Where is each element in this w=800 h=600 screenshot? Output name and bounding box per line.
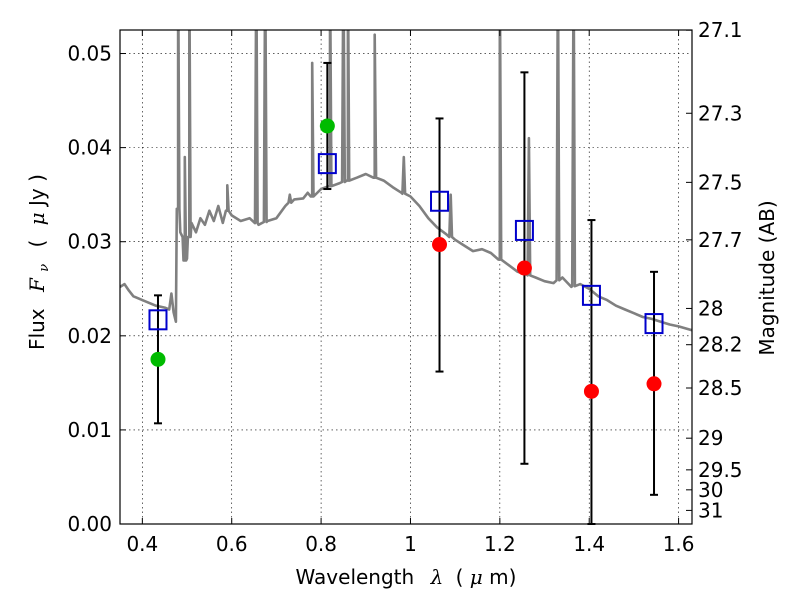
y-tick-label: 0.00 bbox=[67, 512, 112, 536]
x-axis-title-symbol: λ bbox=[430, 565, 444, 589]
x-tick-label: 1.6 bbox=[663, 532, 695, 556]
mag-tick-label: 27.3 bbox=[698, 101, 743, 125]
y-axis-title-symbol: F bbox=[25, 277, 49, 293]
data-point bbox=[646, 376, 662, 392]
mag-tick-label: 27.7 bbox=[698, 228, 743, 252]
model-photometry-square bbox=[148, 309, 168, 331]
x-tick-label: 0.4 bbox=[126, 532, 158, 556]
data-point bbox=[319, 118, 335, 134]
model-photometry-square bbox=[317, 153, 337, 175]
model-photometry-square bbox=[581, 284, 601, 306]
y-tick-label: 0.05 bbox=[67, 42, 112, 66]
y-axis-title-unit-rest: Jy ) bbox=[25, 174, 49, 208]
marker-layer bbox=[148, 118, 664, 399]
mag-tick-label: 29.5 bbox=[698, 458, 743, 482]
plot-frame bbox=[119, 29, 693, 525]
mag-tick-label: 27.1 bbox=[698, 18, 743, 42]
model-photometry-square bbox=[514, 219, 534, 241]
y-axis-title-text: Flux bbox=[25, 308, 49, 350]
data-point bbox=[150, 351, 166, 367]
mag-tick-label: 31 bbox=[698, 498, 723, 522]
grid bbox=[120, 30, 692, 525]
y-tick-label: 0.02 bbox=[67, 324, 112, 348]
x-tick-label: 0.6 bbox=[216, 532, 248, 556]
x-axis-title: Wavelength λ ( μ m) bbox=[296, 565, 517, 589]
tick-layer: 0.4 0.6 0.8 1 1.2 1.4 1.6 0.00 0.01 0.02 0.03 0.04 0… bbox=[67, 18, 742, 556]
mag-tick-label: 28.2 bbox=[698, 333, 743, 357]
model-photometry-square bbox=[430, 190, 450, 212]
x-tick-label: 1.2 bbox=[484, 532, 516, 556]
spectrum-layer bbox=[120, 30, 692, 332]
y-tick-label: 0.01 bbox=[67, 418, 112, 442]
x-tick-label: 0.8 bbox=[305, 532, 337, 556]
model-spectrum-line bbox=[120, 30, 692, 332]
mag-tick-label: 29 bbox=[698, 426, 723, 450]
y-axis-title-subscript: ν bbox=[37, 264, 52, 272]
mag-tick-label: 28.5 bbox=[698, 376, 743, 400]
x-axis-title-unit-rest: m) bbox=[489, 565, 516, 589]
data-point bbox=[432, 237, 448, 253]
model-photometry-square bbox=[644, 313, 664, 335]
y-tick-label: 0.03 bbox=[67, 230, 112, 254]
x-tick-label: 1 bbox=[404, 532, 417, 556]
y-axis-title: Flux F ν ( μ Jy ) bbox=[25, 174, 53, 350]
y2-axis-title: Magnitude (AB) bbox=[755, 200, 779, 355]
y-tick-label: 0.04 bbox=[67, 136, 112, 160]
mag-tick-label: 27.5 bbox=[698, 170, 743, 194]
x-axis-title-unit-open: ( bbox=[456, 565, 464, 589]
x-tick-label: 1.4 bbox=[573, 532, 605, 556]
y-axis-title-unit-mu: μ bbox=[25, 212, 49, 225]
mag-tick-label: 30 bbox=[698, 478, 723, 502]
x-axis-title-unit-mu: μ bbox=[470, 565, 483, 589]
y-axis-title-unit-open: ( bbox=[25, 240, 49, 248]
mag-tick-label: 28 bbox=[698, 296, 723, 320]
data-point bbox=[583, 383, 599, 399]
x-axis-title-text: Wavelength bbox=[296, 565, 415, 589]
data-point bbox=[516, 260, 532, 276]
